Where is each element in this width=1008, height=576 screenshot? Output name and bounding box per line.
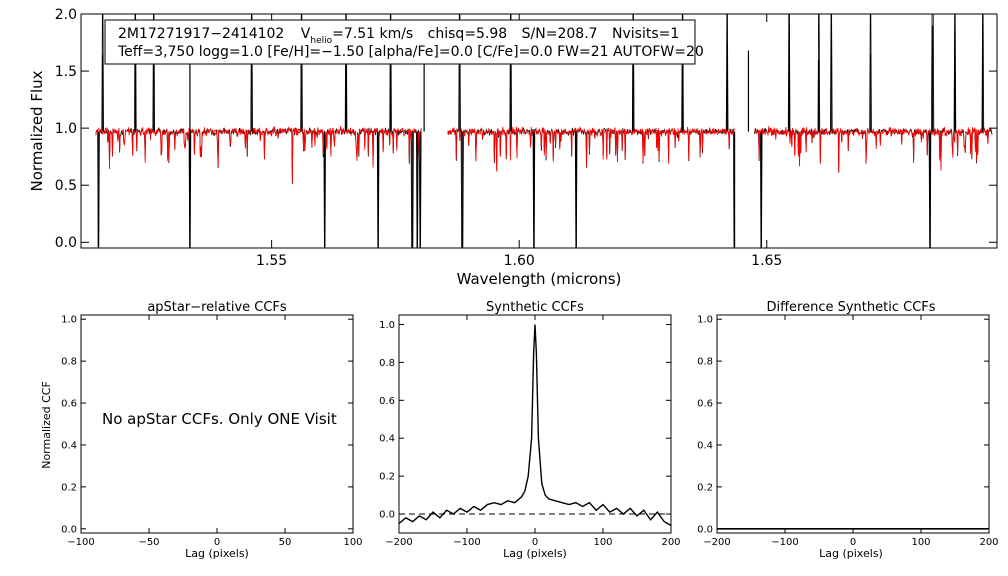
synthetic-ccf-panel: Synthetic CCFs −200 −100 0 100 200 0.0 0.2 0.4…: [379, 300, 680, 560]
difference-ccf-panel: Difference Synthetic CCFs −200 −100 0 100 20…: [697, 300, 998, 560]
x-tick-label: 0: [214, 537, 220, 548]
apstar-ccf-y-ticks: 0.0 0.2 0.4 0.6 0.8 1.0: [61, 315, 353, 535]
synthetic-ccf-x-axis-label: Lag (pixels): [503, 547, 567, 560]
ccf-line: [398, 324, 672, 527]
sn-value: S/N=208.7: [522, 26, 598, 42]
x-tick-label: 1.65: [751, 253, 782, 269]
y-tick-label: 0.6: [697, 399, 713, 410]
y-tick-label: 0.0: [61, 524, 77, 535]
synthetic-ccf-y-ticks: 0.0 0.2 0.4 0.6 0.8 1.0: [379, 320, 671, 521]
y-tick-label: 0.6: [61, 399, 77, 410]
apstar-ccf-y-axis-label: Normalized CCF: [40, 381, 53, 469]
y-tick-label: 2.0: [55, 7, 77, 23]
spectrum-x-ticks: 1.55 1.60 1.65: [256, 14, 782, 269]
synthetic-ccf-x-ticks: −200 −100 0 100 200: [385, 315, 681, 548]
x-tick-label: −100: [453, 537, 480, 548]
y-tick-label: 1.0: [61, 315, 77, 326]
synthetic-ccf-title: Synthetic CCFs: [486, 300, 584, 315]
y-tick-label: 0.6: [379, 396, 395, 407]
x-tick-label: −200: [385, 537, 412, 548]
y-tick-label: 0.0: [55, 235, 77, 251]
info-box: [104, 19, 696, 65]
x-tick-label: 1.55: [256, 253, 287, 269]
info-line-2: Teff=3,750 logg=1.0 [Fe/H]=−1.50 [alpha/…: [117, 44, 704, 60]
spectrum-y-axis-label: Normalized Flux: [28, 70, 46, 191]
vhelio-value: =7.51 km/s: [332, 26, 413, 42]
x-tick-label: 50: [279, 537, 292, 548]
difference-ccf-y-ticks: 0.0 0.2 0.4 0.6 0.8 1.0: [697, 315, 989, 535]
nvisits-value: Nvisits=1: [612, 26, 679, 42]
y-tick-label: 1.0: [379, 320, 395, 331]
model-spectrum-line: [754, 125, 993, 172]
vhelio-label: V: [301, 26, 311, 42]
y-tick-label: 1.0: [697, 315, 713, 326]
spectrum-panel: 1.55 1.60 1.65 0.0 0.5 1.0 1.5 2.0 2M17271917−…: [28, 7, 998, 288]
difference-ccf-title: Difference Synthetic CCFs: [766, 300, 935, 315]
apstar-ccf-panel: apStar−relative CCFs −100 −50 0 50 100 0.00.…: [40, 300, 363, 560]
apstar-ccf-title: apStar−relative CCFs: [147, 300, 287, 315]
x-tick-label: −100: [771, 537, 798, 548]
difference-ccf-x-ticks: −200 −100 0 100 200: [703, 315, 999, 548]
y-tick-label: 0.2: [697, 482, 713, 493]
synthetic-ccf-frame: [398, 314, 672, 534]
y-tick-label: 0.4: [61, 440, 77, 451]
model-spectrum-line: [95, 125, 422, 183]
x-tick-label: 200: [661, 537, 680, 548]
x-tick-label: 100: [911, 537, 930, 548]
vhelio-subscript: helio: [310, 36, 332, 46]
x-tick-label: 100: [593, 537, 612, 548]
spectrum-frame: [80, 13, 998, 249]
info-line-1: 2M17271917−2414102 Vhelio=7.51 km/s chis…: [118, 26, 679, 46]
y-tick-label: 0.2: [379, 472, 395, 483]
model-spectrum-line: [447, 126, 735, 172]
y-tick-label: 0.8: [61, 357, 77, 368]
difference-ccf-x-axis-label: Lag (pixels): [819, 547, 883, 560]
no-ccf-message: No apStar CCFs. Only ONE Visit: [102, 410, 337, 428]
y-tick-label: 1.5: [55, 64, 77, 80]
y-tick-label: 0.4: [379, 434, 395, 445]
star-id: 2M17271917−2414102: [118, 26, 284, 42]
y-tick-label: 0.8: [379, 358, 395, 369]
spectrum-y-ticks: 0.0 0.5 1.0 1.5 2.0: [55, 7, 997, 251]
x-tick-label: 100: [343, 537, 362, 548]
y-tick-label: 1.0: [55, 121, 77, 137]
spectrum-x-axis-label: Wavelength (microns): [457, 270, 622, 288]
x-tick-label: 0: [850, 537, 856, 548]
synthetic-ccf-plot-area: [398, 324, 672, 527]
y-tick-label: 0.4: [697, 440, 713, 451]
x-tick-label: 0: [532, 537, 538, 548]
apstar-ccf-x-axis-label: Lag (pixels): [185, 547, 249, 560]
x-tick-label: −100: [67, 537, 94, 548]
y-tick-label: 0.8: [697, 357, 713, 368]
y-tick-label: 0.0: [379, 510, 395, 521]
y-tick-label: 0.2: [61, 482, 77, 493]
difference-ccf-frame: [716, 314, 990, 534]
x-tick-label: −200: [703, 537, 730, 548]
y-tick-label: 0.0: [697, 524, 713, 535]
x-tick-label: 200: [979, 537, 998, 548]
chisq-value: chisq=5.98: [428, 26, 508, 42]
x-tick-label: −50: [138, 537, 159, 548]
y-tick-label: 0.5: [55, 178, 77, 194]
x-tick-label: 1.60: [504, 253, 535, 269]
apstar-ccf-x-ticks: −100 −50 0 50 100: [67, 315, 363, 548]
